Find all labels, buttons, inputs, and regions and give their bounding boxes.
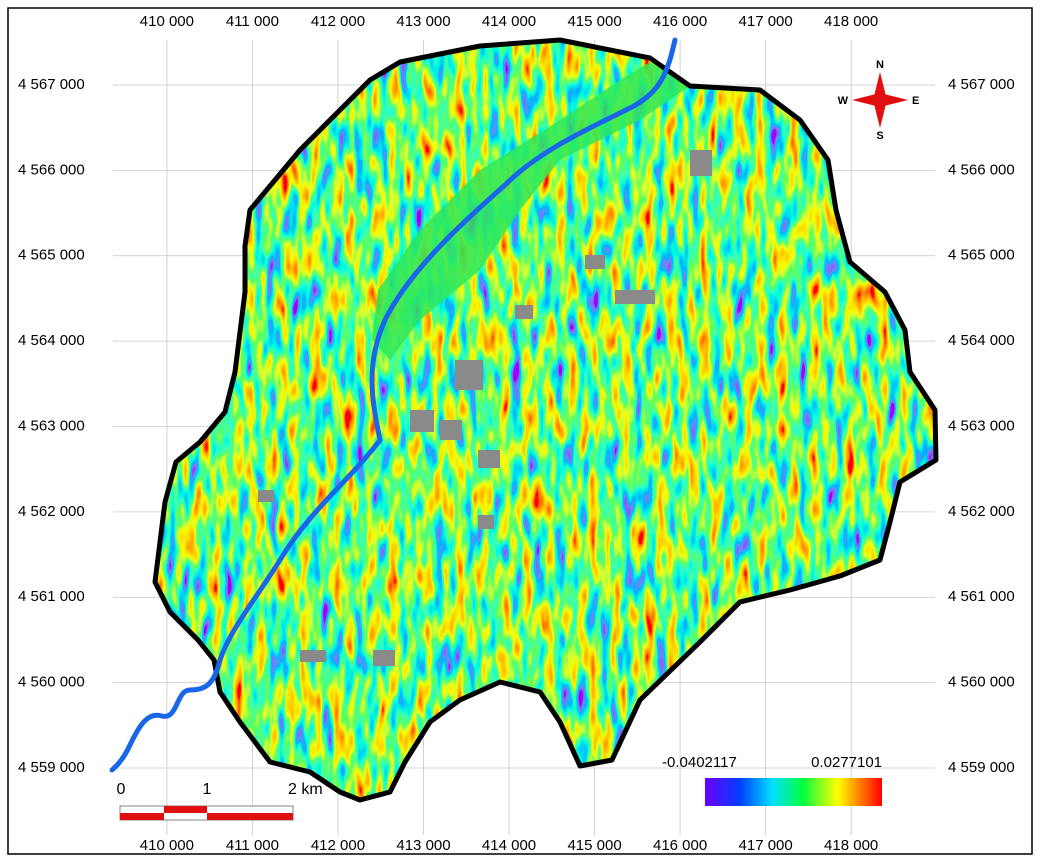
y-tick-label-left: 4 564 000 [18, 332, 85, 349]
x-tick-label-bottom: 416 000 [653, 837, 707, 854]
x-tick-label-top: 417 000 [739, 13, 793, 30]
y-tick-label-left: 4 562 000 [18, 503, 85, 520]
x-tick-label-top: 412 000 [311, 13, 365, 30]
y-tick-label-left: 4 563 000 [18, 417, 85, 434]
y-tick-label-right: 4 559 000 [948, 759, 1015, 776]
y-tick-label-right: 4 563 000 [948, 417, 1015, 434]
scale-label: 2 km [288, 781, 323, 798]
x-tick-label-bottom: 418 000 [824, 837, 878, 854]
y-tick-label-left: 4 565 000 [18, 247, 85, 264]
y-tick-label-right: 4 562 000 [948, 503, 1015, 520]
x-tick-label-bottom: 411 000 [226, 837, 279, 854]
compass-w: W [838, 95, 849, 107]
y-tick-label-right: 4 560 000 [948, 674, 1015, 691]
scale-label: 0 [117, 781, 126, 798]
x-tick-label-top: 414 000 [482, 13, 536, 30]
x-tick-label-bottom: 414 000 [482, 837, 536, 854]
x-tick-label-bottom: 415 000 [567, 837, 621, 854]
x-tick-label-bottom: 410 000 [140, 837, 194, 854]
legend-min: -0.0402117 [662, 754, 737, 771]
y-tick-label-right: 4 567 000 [948, 76, 1015, 93]
x-tick-label-top: 411 000 [226, 13, 279, 30]
y-tick-label-left: 4 567 000 [18, 76, 85, 93]
x-tick-label-top: 410 000 [140, 13, 194, 30]
y-tick-label-right: 4 561 000 [948, 588, 1015, 605]
y-tick-label-left: 4 566 000 [18, 161, 85, 178]
x-tick-label-bottom: 412 000 [311, 837, 365, 854]
y-tick-label-left: 4 559 000 [18, 759, 85, 776]
x-tick-label-top: 413 000 [396, 13, 450, 30]
map-figure: N S W E -0.0402117 0.0277101 0 1 2 km 41… [0, 0, 1040, 861]
y-tick-label-right: 4 566 000 [948, 161, 1015, 178]
compass-e: E [912, 95, 919, 107]
x-tick-label-top: 418 000 [824, 13, 878, 30]
y-tick-label-left: 4 561 000 [18, 588, 85, 605]
x-tick-label-bottom: 413 000 [396, 837, 450, 854]
compass-s: S [876, 130, 883, 142]
legend-max: 0.0277101 [811, 754, 882, 771]
colorbar-ramp [705, 778, 882, 806]
x-tick-label-top: 415 000 [567, 13, 621, 30]
x-tick-label-top: 416 000 [653, 13, 707, 30]
y-tick-label-right: 4 564 000 [948, 332, 1015, 349]
x-tick-label-bottom: 417 000 [739, 837, 793, 854]
y-tick-label-left: 4 560 000 [18, 674, 85, 691]
compass-n: N [876, 59, 884, 71]
y-tick-label-right: 4 565 000 [948, 247, 1015, 264]
scale-label: 1 [203, 781, 212, 798]
